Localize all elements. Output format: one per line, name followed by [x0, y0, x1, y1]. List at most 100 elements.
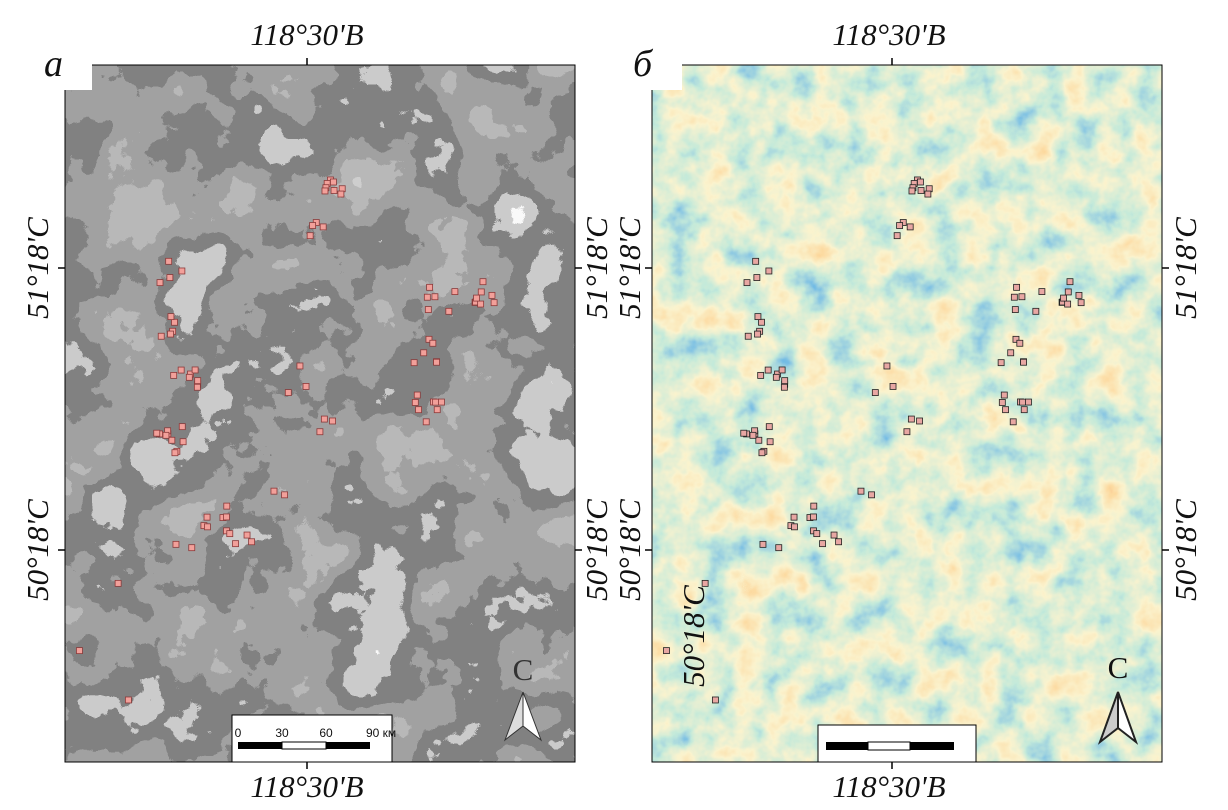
sample-point [1025, 398, 1032, 406]
sample-point [764, 366, 772, 374]
sample-point [309, 222, 317, 229]
sample-point [168, 436, 176, 444]
sample-point [906, 223, 914, 231]
sample-point [758, 318, 765, 326]
sample-point [193, 383, 201, 391]
sample-point [167, 330, 174, 338]
sample-point [429, 339, 437, 347]
sample-point [171, 449, 179, 457]
sample-point [1009, 418, 1017, 426]
lat-label: 50°18'С [1168, 499, 1203, 601]
sample-point [316, 428, 324, 436]
sample-point [243, 531, 251, 539]
sample-point [1019, 398, 1027, 406]
lat-label: 50°18'С [612, 499, 647, 601]
sample-point [757, 371, 765, 379]
sample-point [431, 293, 439, 301]
lat-label: 51°18'С [579, 217, 614, 319]
sample-point [1010, 293, 1018, 301]
sample-point [1016, 339, 1024, 347]
lat-label: 51°18'С [1168, 217, 1203, 319]
label-box [628, 40, 682, 90]
sample-point [701, 579, 709, 587]
lat-label: 50°18'С [579, 499, 614, 601]
sample-point [177, 366, 185, 374]
scale-segment [281, 741, 327, 750]
sample-point [477, 300, 485, 308]
sample-point [772, 373, 780, 381]
sample-point [868, 491, 875, 499]
sample-point [791, 523, 798, 531]
scale-box [231, 714, 393, 763]
sample-point [433, 358, 440, 366]
bottom-label: 118°30'В [250, 769, 363, 804]
sample-point [903, 428, 911, 436]
sample-point [871, 389, 879, 396]
sample-point [997, 359, 1005, 367]
sample-point [185, 373, 193, 381]
sample-point [223, 502, 231, 510]
scale-label: 60 [319, 726, 333, 740]
index-map [652, 65, 1162, 762]
panel-label: б [633, 43, 654, 85]
sample-point [320, 415, 328, 423]
sample-point [778, 366, 786, 374]
sample-point [203, 513, 211, 521]
sample-point [422, 418, 430, 426]
sample-points [76, 176, 1085, 704]
lat-label: 51°18'С [612, 217, 647, 319]
sample-point [424, 306, 432, 313]
sample-point [1011, 306, 1019, 313]
sample-point [857, 487, 865, 495]
sample-point [780, 383, 788, 391]
sample-point [917, 178, 924, 186]
sample-point [835, 538, 843, 546]
sample-point [1007, 349, 1015, 357]
sample-point [188, 544, 196, 552]
sample-point [916, 417, 923, 425]
sample-point [413, 391, 421, 399]
sample-point [153, 429, 161, 437]
sample-point [1020, 406, 1028, 414]
relief-map [65, 65, 575, 762]
sample-point [166, 274, 174, 281]
sample-point [423, 293, 431, 301]
sample-point [451, 288, 459, 296]
sample-point [432, 398, 440, 406]
sample-point [759, 540, 767, 548]
sample-point [302, 383, 310, 390]
sample-point [755, 436, 763, 444]
bottom-label: 118°30'В [832, 769, 945, 804]
panel-label: а [44, 43, 63, 85]
sample-point [896, 222, 904, 229]
scale-segment [867, 741, 911, 751]
sample-point [284, 389, 292, 396]
sample-point [1000, 391, 1008, 399]
sample-point [743, 279, 751, 287]
sample-point [765, 423, 773, 431]
sample-point [426, 283, 434, 291]
sample-point [1066, 278, 1074, 286]
sample-point [179, 438, 187, 446]
sample-point [907, 415, 915, 423]
sample-point [1064, 288, 1072, 296]
sample-point [766, 438, 774, 446]
sample-point [819, 540, 826, 548]
sample-point [226, 530, 234, 538]
sample-point [270, 487, 278, 495]
scale-segment [826, 742, 868, 750]
sample-point [165, 257, 173, 265]
sample-point [810, 502, 818, 510]
sample-point [712, 696, 719, 704]
sample-point [1013, 283, 1021, 291]
sample-point [330, 178, 337, 186]
scale-label: 30 [275, 726, 289, 740]
sample-point [410, 359, 418, 367]
sample-point [754, 330, 761, 338]
sample-point [1075, 291, 1083, 299]
sample-point [488, 291, 496, 299]
sample-point [479, 278, 487, 286]
label-box [40, 40, 92, 90]
sample-point [425, 335, 433, 343]
